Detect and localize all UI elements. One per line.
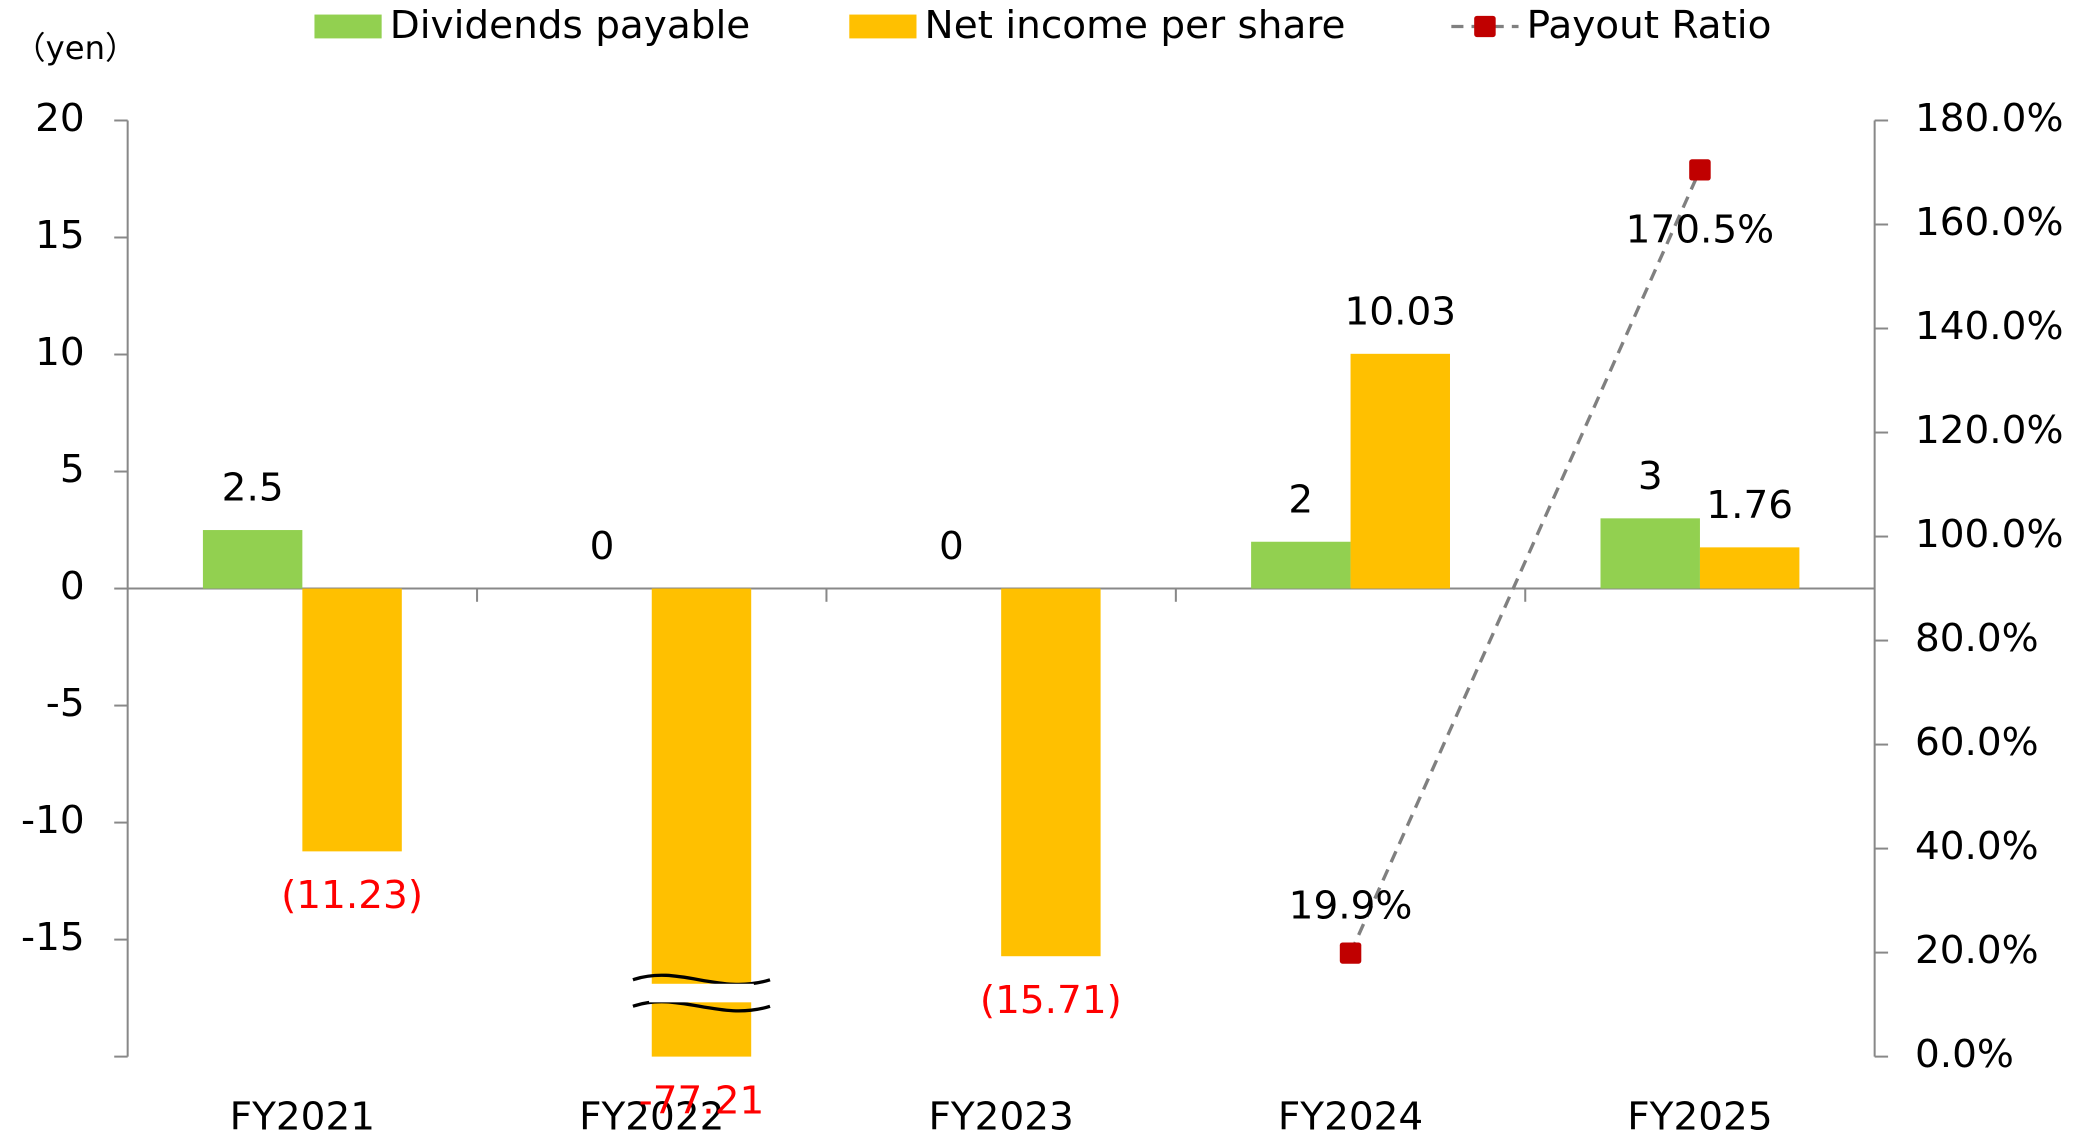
bar xyxy=(1251,541,1351,589)
y2-tick-label: 80.0% xyxy=(1915,616,2039,661)
y-tick-label: 20 xyxy=(35,96,85,141)
y2-tick-label: 160.0% xyxy=(1915,200,2064,245)
data-label: 3 xyxy=(1638,454,1663,499)
x-tick-label: FY2021 xyxy=(230,1095,375,1140)
bar xyxy=(1001,588,1101,957)
y-tick-label: 0 xyxy=(60,564,85,609)
y-tick-label: -5 xyxy=(46,681,85,726)
x-tick-label: FY2025 xyxy=(1627,1095,1772,1140)
y2-tick-label: 180.0% xyxy=(1915,96,2064,141)
data-label: -77.21 xyxy=(639,1079,765,1124)
y-tick-label: -10 xyxy=(21,798,85,843)
bar xyxy=(1600,518,1700,589)
axis-break xyxy=(632,973,771,987)
bar xyxy=(202,530,303,589)
data-label: (11.23) xyxy=(281,873,423,918)
y2-tick-label: 40.0% xyxy=(1915,824,2039,869)
data-label: 19.9% xyxy=(1289,884,1413,929)
legend-label: Net income per share xyxy=(925,3,1346,48)
legend-swatch xyxy=(849,14,917,39)
y2-tick-label: 60.0% xyxy=(1915,720,2039,765)
data-label: 2 xyxy=(1288,478,1313,523)
bar xyxy=(1699,547,1800,589)
data-label: 0 xyxy=(939,525,964,570)
data-label: 10.03 xyxy=(1345,290,1457,335)
y2-tick-label: 120.0% xyxy=(1915,408,2064,453)
bar xyxy=(302,588,402,852)
y-tick-label: 10 xyxy=(35,330,85,375)
x-tick-label: FY2023 xyxy=(928,1095,1073,1140)
legend-label: Dividends payable xyxy=(390,3,751,48)
data-label: 1.76 xyxy=(1706,483,1793,528)
point xyxy=(1689,159,1711,181)
y2-tick-label: 100.0% xyxy=(1915,512,2064,557)
legend-swatch xyxy=(314,14,382,39)
payout-line xyxy=(1349,169,1702,954)
bar xyxy=(1350,353,1450,589)
axis-break xyxy=(632,1000,771,1013)
y-tick-label: 5 xyxy=(60,447,85,492)
data-label: 170.5% xyxy=(1626,208,1775,253)
y-axis-label: （yen） xyxy=(13,29,137,67)
axis-break-gap xyxy=(649,983,754,1003)
x-tick-label: FY2024 xyxy=(1278,1095,1423,1140)
data-label: 0 xyxy=(590,525,615,570)
y2-tick-label: 0.0% xyxy=(1915,1032,2014,1077)
y2-tick-label: 20.0% xyxy=(1915,928,2039,973)
legend-label: Payout Ratio xyxy=(1527,3,1772,48)
y2-tick-label: 140.0% xyxy=(1915,304,2064,349)
x-tick-label: FY2022 xyxy=(579,1095,724,1140)
data-label: 2.5 xyxy=(222,466,284,511)
legend-marker xyxy=(1474,15,1496,38)
data-label: (15.71) xyxy=(980,978,1122,1023)
point xyxy=(1339,942,1362,964)
y-tick-label: -15 xyxy=(21,915,85,960)
y-tick-label: 15 xyxy=(35,213,85,258)
